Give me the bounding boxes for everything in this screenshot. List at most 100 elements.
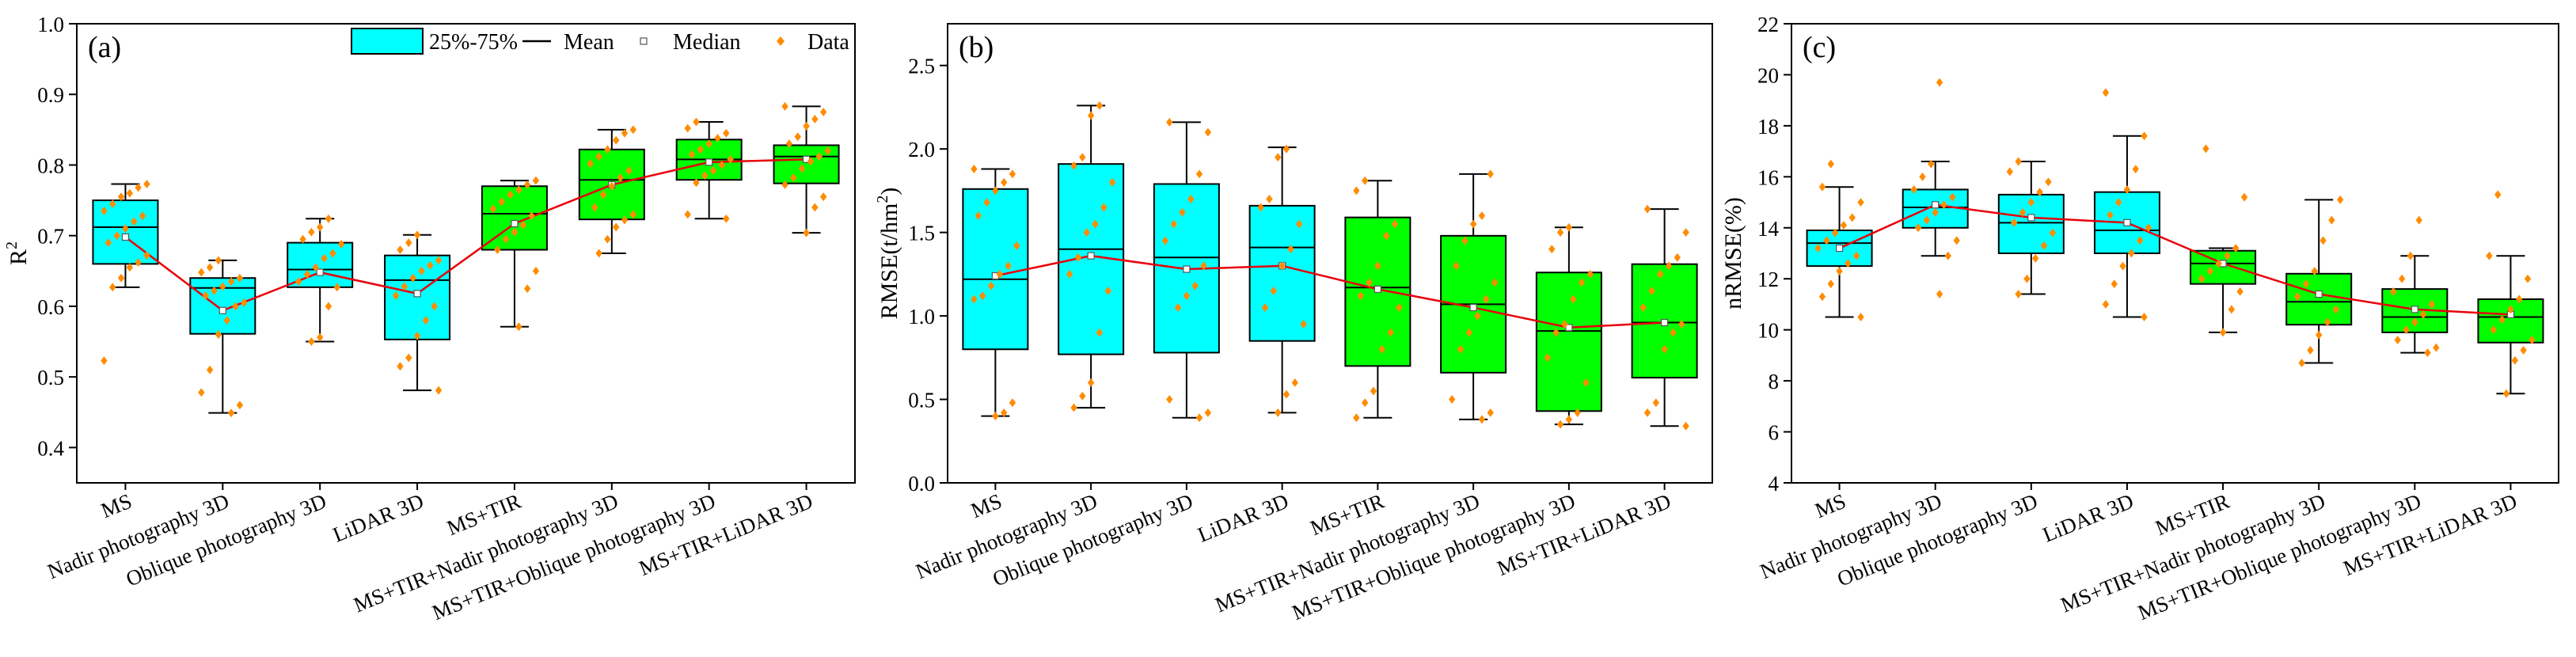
mean-line	[124, 158, 807, 312]
data-point	[1357, 291, 1364, 301]
data-point	[1448, 395, 1456, 404]
data-point	[1366, 278, 1373, 287]
data-point	[1087, 111, 1095, 120]
plot-frame	[947, 23, 1713, 484]
data-point	[2498, 315, 2506, 325]
y-tick-label: 1.0	[37, 13, 64, 36]
data-point	[1387, 328, 1394, 337]
data-point	[693, 178, 700, 188]
data-point	[1195, 413, 1203, 423]
y-tick-label: 6	[1769, 421, 1780, 445]
data-point	[409, 273, 416, 283]
data-point	[1370, 386, 1377, 396]
data-point	[2315, 330, 2323, 340]
y-tick-label: 0.5	[37, 366, 64, 389]
data-point	[975, 211, 982, 221]
data-point	[1275, 408, 1282, 417]
data-point	[422, 316, 430, 325]
data-point	[1174, 303, 1182, 313]
data-point	[1674, 253, 1681, 262]
data-point	[2198, 274, 2206, 283]
data-point	[625, 166, 633, 176]
data-point	[2486, 251, 2493, 260]
data-point	[1096, 101, 1104, 110]
data-point	[684, 123, 691, 133]
data-point	[1910, 184, 1917, 194]
data-point	[1678, 320, 1685, 329]
data-point	[1353, 186, 1360, 196]
data-point	[211, 286, 218, 295]
data-point	[2336, 195, 2344, 204]
data-point	[1092, 219, 1099, 229]
data-point	[1582, 378, 1590, 387]
data-point	[1474, 311, 1481, 321]
data-point	[117, 273, 125, 283]
data-point	[1361, 398, 1369, 408]
box-iqr	[962, 188, 1029, 351]
data-point	[1665, 261, 1673, 271]
data-point	[1009, 169, 1016, 179]
y-axis-title: R2	[3, 241, 32, 265]
data-point	[1108, 177, 1116, 187]
data-point	[693, 117, 700, 127]
data-point	[705, 139, 712, 149]
data-point	[1487, 169, 1494, 179]
data-point	[1382, 231, 1390, 241]
data-point	[798, 164, 806, 173]
x-tick-label: MS	[967, 489, 1005, 522]
mean-marker	[2411, 306, 2418, 313]
data-point	[1936, 290, 1943, 299]
data-point	[2123, 184, 2131, 194]
data-point	[621, 215, 629, 225]
data-point	[684, 210, 691, 219]
data-point	[1556, 420, 1564, 429]
data-point	[781, 101, 788, 111]
data-point	[1270, 286, 1278, 295]
data-point	[2403, 325, 2410, 335]
data-point	[978, 291, 986, 301]
legend: 25%-75% Mean Median Data	[351, 28, 849, 55]
mean-marker	[1565, 324, 1573, 332]
data-point	[405, 238, 412, 248]
data-point	[727, 154, 734, 164]
data-point	[1919, 172, 1926, 181]
y-tick-label: 1.5	[908, 222, 935, 245]
data-point	[1818, 182, 1826, 192]
y-tick-label: 0.7	[37, 225, 64, 249]
data-point	[714, 134, 721, 143]
data-point	[1953, 236, 1960, 245]
data-point	[401, 282, 408, 291]
data-point	[1487, 408, 1494, 417]
box-iqr	[1248, 204, 1316, 342]
data-point	[2240, 192, 2248, 202]
mean-marker	[413, 290, 421, 298]
data-point	[1670, 328, 1677, 337]
data-point	[790, 173, 797, 182]
data-point	[2490, 325, 2498, 335]
data-point	[435, 256, 443, 265]
data-point	[2232, 244, 2240, 253]
x-tick-label: LiDAR 3D	[2039, 489, 2137, 547]
data-point	[1949, 192, 1956, 202]
data-point	[1457, 344, 1465, 354]
data-point	[1353, 413, 1360, 423]
data-point	[418, 266, 425, 275]
data-point	[1166, 395, 1173, 404]
data-point	[2032, 253, 2039, 263]
data-point	[1300, 320, 1307, 329]
data-point	[1570, 294, 1577, 304]
y-tick-label: 2.5	[908, 55, 935, 78]
data-point	[1818, 292, 1826, 302]
data-point	[785, 139, 793, 149]
data-point	[236, 273, 244, 283]
data-point	[2019, 207, 2027, 217]
mean-line	[995, 254, 1665, 329]
data-point	[2215, 259, 2222, 268]
data-point	[1200, 261, 1207, 271]
data-point	[2128, 249, 2135, 258]
data-point	[794, 132, 801, 142]
y-tick-label: 16	[1757, 165, 1779, 189]
data-point	[688, 150, 696, 159]
data-point	[1465, 328, 1472, 337]
